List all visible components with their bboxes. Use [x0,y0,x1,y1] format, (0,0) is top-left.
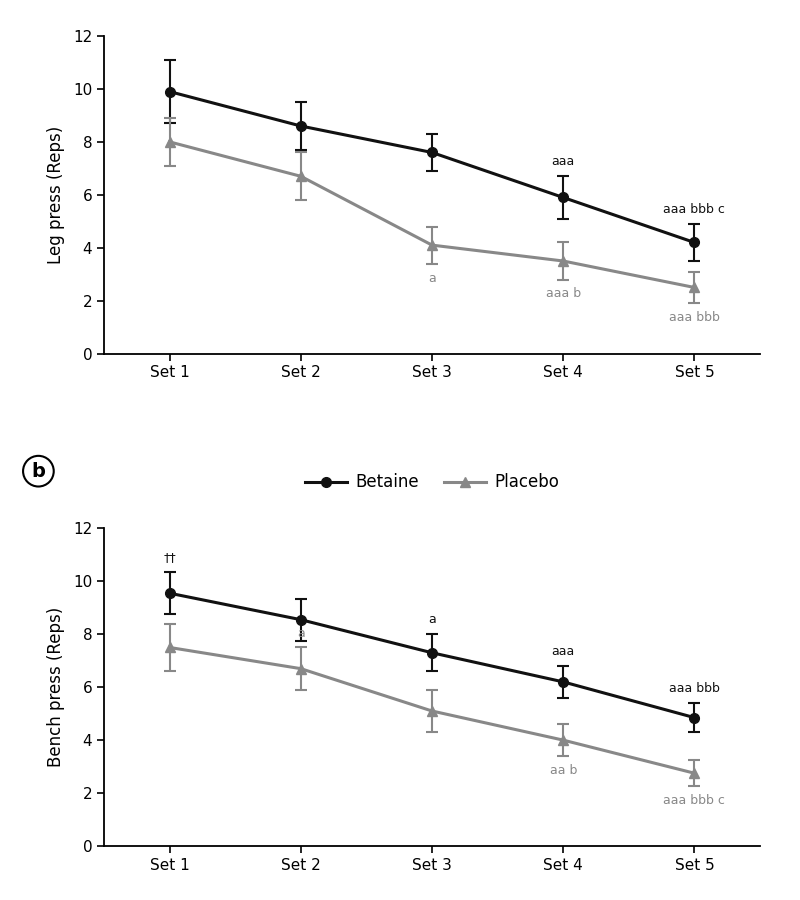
Text: aa b: aa b [550,764,577,777]
Text: ††: †† [163,551,176,564]
Text: a: a [297,626,305,640]
Text: a: a [428,272,436,284]
Text: aaa b: aaa b [546,287,581,301]
Legend: Betaine, Placebo: Betaine, Placebo [298,0,566,5]
Text: aaa bbb: aaa bbb [669,682,720,695]
Text: aaa: aaa [551,156,575,168]
Text: b: b [31,462,46,481]
Text: aaa bbb c: aaa bbb c [663,203,726,216]
Text: aaa bbb: aaa bbb [669,311,720,324]
Text: a: a [428,613,436,626]
Text: aaa: aaa [551,645,575,658]
Legend: Betaine, Placebo: Betaine, Placebo [298,467,566,498]
Y-axis label: Leg press (Reps): Leg press (Reps) [46,126,65,264]
Text: aaa bbb c: aaa bbb c [663,795,726,807]
Y-axis label: Bench press (Reps): Bench press (Reps) [46,608,65,768]
